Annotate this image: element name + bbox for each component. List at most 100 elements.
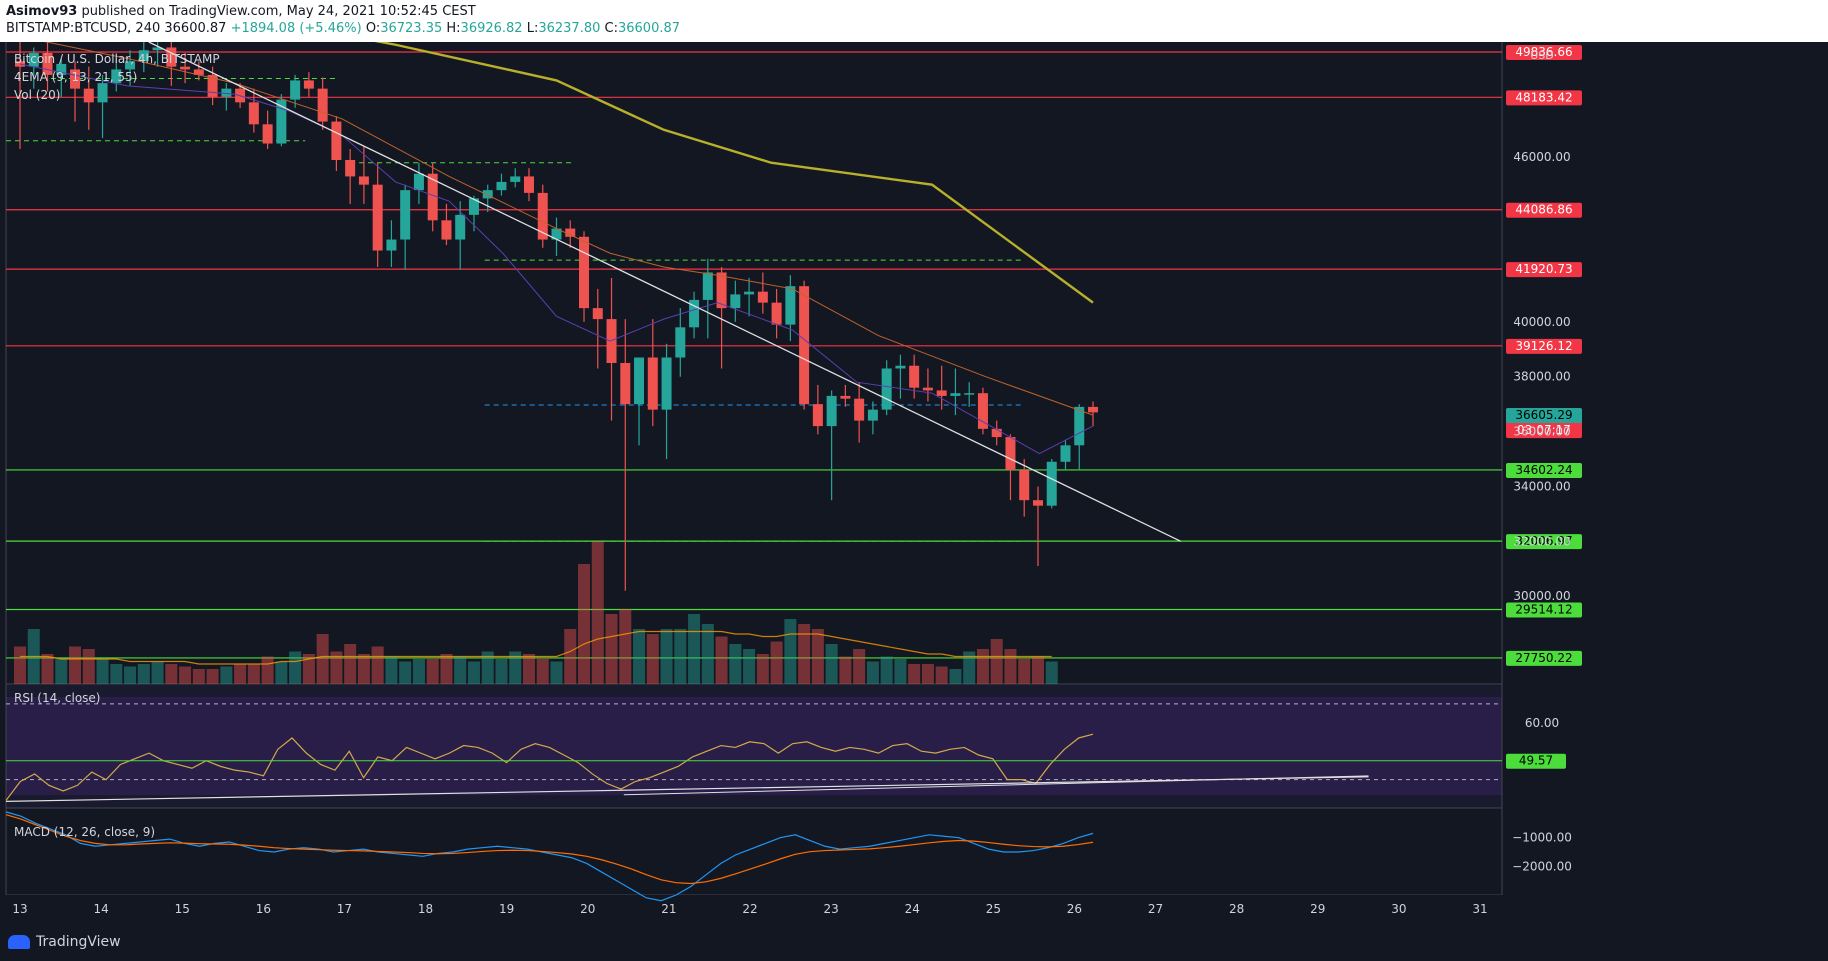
candle-body <box>702 272 713 300</box>
date-tick: 23 <box>823 902 838 916</box>
candle-body <box>70 69 81 89</box>
candle-body <box>290 80 301 100</box>
candle-body <box>1005 437 1016 470</box>
volume-bar <box>756 654 769 684</box>
volume-bar <box>495 659 508 684</box>
candle-body <box>854 398 865 421</box>
candle-body <box>964 393 975 395</box>
candle-body <box>1060 445 1071 462</box>
candle-body <box>523 176 534 193</box>
candle-body <box>152 47 163 51</box>
candle-body <box>606 319 617 363</box>
volume-bar <box>688 614 701 684</box>
candle-body <box>482 190 493 199</box>
volume-bar <box>743 649 756 684</box>
price-label-bg <box>1506 90 1582 106</box>
macd-line <box>5 811 1094 902</box>
footer <box>0 922 1828 961</box>
publish-info: Asimov93 published on TradingView.com, M… <box>6 4 476 19</box>
open-label: O: <box>365 21 381 36</box>
volume-bar <box>921 664 934 684</box>
candle-body <box>262 124 273 144</box>
price-tick: 30000.00 <box>1513 589 1570 603</box>
candle-body <box>400 190 411 240</box>
date-tick: 30 <box>1391 902 1406 916</box>
volume-bar <box>467 661 480 684</box>
volume-bars <box>14 541 1058 684</box>
date-tick: 14 <box>93 902 108 916</box>
price-label-bg <box>1506 44 1582 60</box>
candle-body <box>193 69 204 75</box>
publish-header: Asimov93 published on TradingView.com, M… <box>0 0 1828 42</box>
rsi-band-lower <box>6 747 1502 795</box>
macd-pane: −1000.00 −2000.00 <box>5 811 1572 902</box>
volume-bar <box>976 649 989 684</box>
open-value: 36723.35 <box>380 21 443 36</box>
volume-bar <box>330 651 343 684</box>
candle-body <box>757 291 768 303</box>
volume-bar <box>908 664 921 684</box>
candle-body <box>1019 470 1030 501</box>
volume-bar <box>633 629 646 684</box>
volume-bar <box>839 656 852 684</box>
candle-body <box>895 365 906 369</box>
candle-body <box>248 102 259 125</box>
date-tick: 24 <box>905 902 920 916</box>
candle-body <box>867 409 878 421</box>
volume-bar <box>605 614 618 684</box>
candle-body <box>56 63 67 75</box>
candle-body <box>592 308 603 320</box>
price-label: 32006.97 <box>1515 534 1572 548</box>
candle-body <box>936 390 947 396</box>
time-axis: 13 14 15 16 17 18 19 20 21 22 23 24 25 26 27 28 29 30 31 <box>12 902 1487 916</box>
volume-bar <box>646 634 659 684</box>
rsi-trendline <box>5 776 1369 802</box>
volume-bar <box>674 629 687 684</box>
volume-bar <box>550 661 563 684</box>
volume-bar <box>165 664 178 684</box>
volume-bar <box>1004 649 1017 684</box>
candle-body <box>180 66 191 70</box>
volume-bar <box>853 649 866 684</box>
candle-body <box>716 272 727 309</box>
trendlines <box>148 42 1182 542</box>
date-tick: 26 <box>1067 902 1082 916</box>
candle-body <box>138 50 149 62</box>
price-tick: 32000.00 <box>1513 534 1570 548</box>
candle-body <box>1074 406 1085 446</box>
volume-legend: Vol (20) <box>14 88 60 102</box>
volume-bar <box>990 639 1003 684</box>
volume-bar <box>137 664 150 684</box>
volume-bar <box>784 619 797 684</box>
volume-bar <box>124 666 137 684</box>
candle-body <box>675 327 686 358</box>
rsi-legend: RSI (14, close) <box>14 691 100 705</box>
candle-body <box>358 176 369 185</box>
date-tick: 22 <box>742 902 757 916</box>
date-tick: 25 <box>986 902 1001 916</box>
ema-9-line <box>19 63 1094 455</box>
price-axis: 49836.66 48183.42 44086.86 41920.73 39126.12… <box>1506 44 1582 666</box>
candle-body <box>950 393 961 396</box>
volume-bar <box>880 656 893 684</box>
volume-bar <box>14 646 26 684</box>
macd-tick: −2000.00 <box>1512 859 1572 873</box>
volume-bar <box>192 669 205 684</box>
candle-body <box>441 220 452 240</box>
author-name[interactable]: Asimov93 <box>6 4 78 19</box>
candle-body <box>111 69 122 84</box>
brand-label: TradingView <box>36 934 121 950</box>
candle-body <box>909 365 920 388</box>
candle-body <box>551 228 562 240</box>
volume-bar <box>509 651 522 684</box>
volume-bar <box>69 646 82 684</box>
price-tick: 40000.00 <box>1513 315 1570 329</box>
tradingview-logo[interactable]: TradingView <box>8 934 121 950</box>
candle-body <box>455 214 466 240</box>
rsi-band-upper <box>6 697 1502 747</box>
candle-body <box>799 286 810 405</box>
volume-bar <box>564 629 577 684</box>
volume-bar <box>619 609 632 684</box>
high-label: H: <box>446 21 461 36</box>
